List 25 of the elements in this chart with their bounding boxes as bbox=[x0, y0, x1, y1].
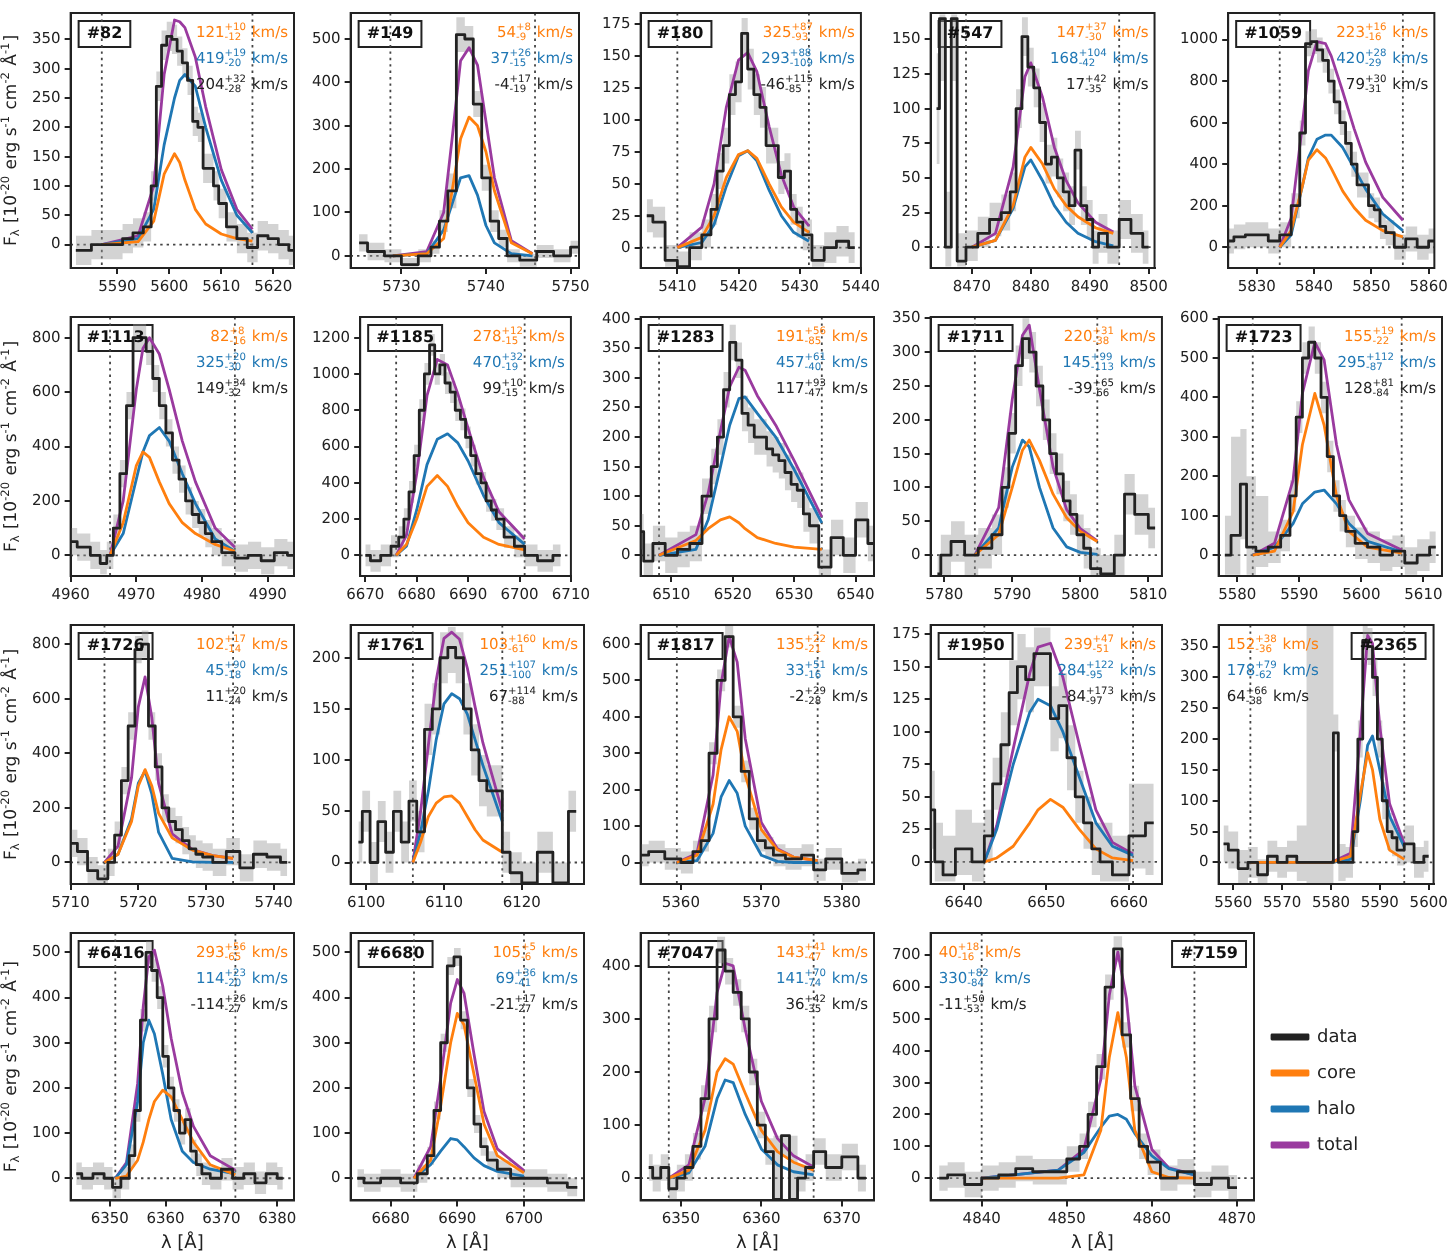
text: #82 bbox=[86, 24, 123, 43]
text: #1723 bbox=[1234, 328, 1293, 347]
text: #1113 bbox=[86, 328, 145, 347]
x-axis-title: λ [Å] bbox=[160, 1229, 204, 1254]
text: #1185 bbox=[376, 328, 435, 347]
text: #1761 bbox=[366, 636, 426, 655]
x-axis-title: λ [Å] bbox=[445, 1229, 489, 1254]
legend-label: total bbox=[1317, 1135, 1359, 1156]
text: #6416 bbox=[86, 944, 146, 963]
x-axis-title: λ [Å] bbox=[735, 1229, 779, 1254]
text: #180 bbox=[656, 24, 705, 43]
text: #1726 bbox=[86, 636, 146, 655]
text: #1950 bbox=[946, 636, 1006, 655]
text: #149 bbox=[366, 24, 415, 43]
text: #1711 bbox=[946, 328, 1006, 347]
text: #6680 bbox=[366, 944, 426, 963]
text: #1817 bbox=[656, 636, 715, 655]
legend-label: data bbox=[1317, 1027, 1358, 1048]
text: #7159 bbox=[1180, 944, 1239, 963]
text: #1059 bbox=[1244, 24, 1303, 43]
legend-label: halo bbox=[1317, 1099, 1357, 1120]
x-axis-title: λ [Å] bbox=[1070, 1229, 1114, 1254]
text: #1283 bbox=[656, 328, 715, 347]
legend-label: core bbox=[1317, 1063, 1357, 1084]
text: #7047 bbox=[656, 944, 715, 963]
